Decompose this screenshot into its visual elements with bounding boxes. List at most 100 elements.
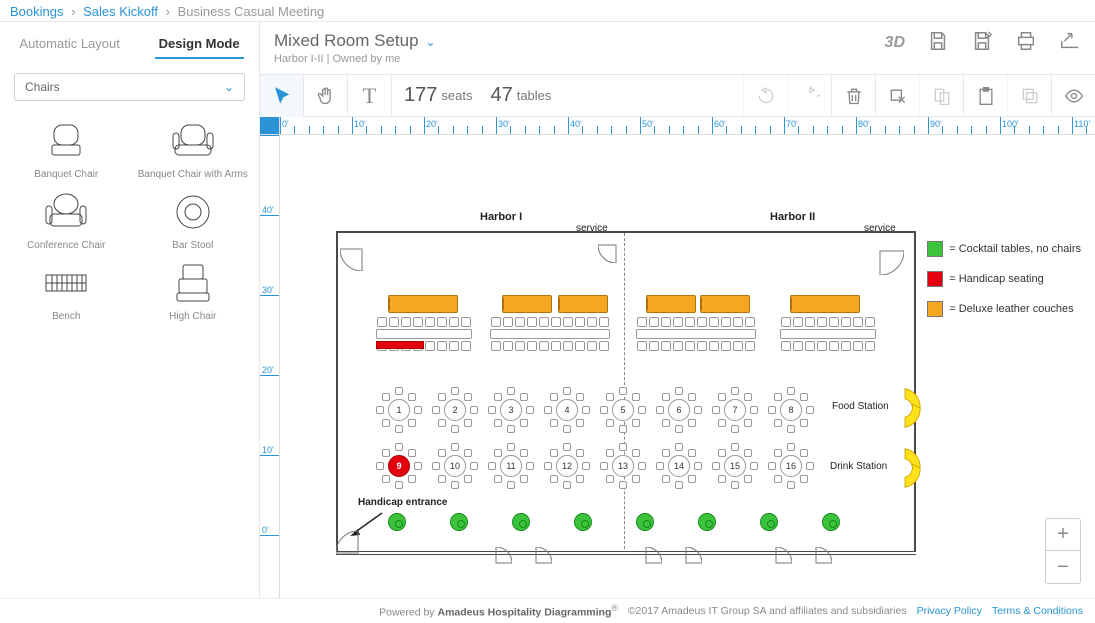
bench-row[interactable]: [780, 317, 876, 327]
table-number: 5: [612, 399, 634, 421]
door-icon: [760, 547, 792, 579]
breadcrumb-l1[interactable]: Sales Kickoff: [83, 4, 158, 19]
tool-duplicate[interactable]: [1007, 75, 1051, 117]
bench-row[interactable]: [780, 341, 876, 351]
table-number: 2: [444, 399, 466, 421]
palette-item-bench[interactable]: Bench: [6, 261, 127, 322]
palette-item-label: Conference Chair: [27, 240, 105, 251]
round-table[interactable]: 8: [770, 389, 812, 431]
palette-item-label: High Chair: [169, 311, 216, 322]
handicap-bench[interactable]: [376, 341, 424, 349]
tool-text[interactable]: T: [348, 75, 392, 117]
tool-pointer[interactable]: [260, 75, 304, 117]
horizontal-ruler: 0'10'20'30'40'50'60'70'80'90'100'110': [280, 117, 1095, 135]
table-number: 12: [556, 455, 578, 477]
bench-table[interactable]: [780, 329, 876, 339]
seats-count: 177: [404, 84, 437, 107]
round-table[interactable]: 14: [658, 445, 700, 487]
drink-station-label: Drink Station: [830, 461, 887, 472]
chevron-down-icon[interactable]: ⌄: [425, 35, 435, 49]
round-table[interactable]: 7: [714, 389, 756, 431]
round-table[interactable]: 6: [658, 389, 700, 431]
breadcrumb-sep: ›: [166, 4, 170, 19]
counts: 177 seats 47 tables: [392, 84, 743, 107]
tool-pan[interactable]: [304, 75, 348, 117]
tool-paste[interactable]: [963, 75, 1007, 117]
couch[interactable]: [558, 295, 608, 313]
round-table[interactable]: 2: [434, 389, 476, 431]
breadcrumb: Bookings › Sales Kickoff › Business Casu…: [0, 0, 1095, 22]
door-icon: [856, 227, 904, 275]
door-icon: [520, 547, 552, 579]
palette-item-label: Banquet Chair: [34, 169, 98, 180]
zoom-out-button[interactable]: −: [1046, 551, 1080, 583]
save-icon[interactable]: [927, 30, 949, 55]
round-table[interactable]: 9: [378, 445, 420, 487]
powered-by: Powered by Amadeus Hospitality Diagrammi…: [379, 603, 618, 619]
room-label-h2: Harbor II: [770, 211, 815, 223]
palette-item-bar-stool[interactable]: Bar Stool: [133, 190, 254, 251]
tab-auto-layout[interactable]: Automatic Layout: [15, 30, 123, 59]
legend-label: = Handicap seating: [949, 273, 1043, 285]
round-table[interactable]: 11: [490, 445, 532, 487]
round-table[interactable]: 4: [546, 389, 588, 431]
palette-item-banquet-chair[interactable]: Banquet Chair: [6, 119, 127, 180]
breadcrumb-root[interactable]: Bookings: [10, 4, 63, 19]
round-table[interactable]: 3: [490, 389, 532, 431]
couch[interactable]: [646, 295, 696, 313]
tool-undo[interactable]: [743, 75, 787, 117]
save-as-icon[interactable]: [971, 30, 993, 55]
table-number: 7: [724, 399, 746, 421]
round-table[interactable]: 10: [434, 445, 476, 487]
tab-design-mode[interactable]: Design Mode: [155, 30, 244, 59]
bench-table[interactable]: [490, 329, 610, 339]
tool-preview[interactable]: [1051, 75, 1095, 117]
food-station[interactable]: [888, 387, 922, 429]
bench-row[interactable]: [376, 317, 472, 327]
print-icon[interactable]: [1015, 30, 1037, 55]
privacy-link[interactable]: Privacy Policy: [917, 605, 982, 617]
tool-redo[interactable]: [787, 75, 831, 117]
bench-row[interactable]: [490, 341, 610, 351]
palette-item-label: Banquet Chair with Arms: [138, 169, 248, 180]
couch[interactable]: [388, 295, 458, 313]
share-icon[interactable]: [1059, 30, 1081, 55]
door-icon: [336, 531, 380, 575]
couch[interactable]: [700, 295, 750, 313]
round-table[interactable]: 16: [770, 445, 812, 487]
legend: = Cocktail tables, no chairs = Handicap …: [927, 241, 1081, 331]
zoom-in-button[interactable]: +: [1046, 519, 1080, 551]
round-table[interactable]: 5: [602, 389, 644, 431]
bench-row[interactable]: [636, 341, 756, 351]
bench-table[interactable]: [376, 329, 472, 339]
bench-table[interactable]: [636, 329, 756, 339]
category-dropdown[interactable]: Chairs ⌄: [14, 73, 245, 101]
couch[interactable]: [790, 295, 860, 313]
tool-copy[interactable]: [919, 75, 963, 117]
food-station-label: Food Station: [832, 401, 889, 412]
palette-item-label: Bar Stool: [172, 240, 213, 251]
3d-icon[interactable]: 3D: [885, 34, 905, 52]
table-number: 15: [724, 455, 746, 477]
palette-item-banquet-chair-with-arms[interactable]: Banquet Chair with Arms: [133, 119, 254, 180]
drink-station[interactable]: [888, 447, 922, 489]
round-table[interactable]: 1: [378, 389, 420, 431]
tool-delete[interactable]: [831, 75, 875, 117]
table-number: 11: [500, 455, 522, 477]
sidebar: Automatic Layout Design Mode Chairs ⌄ Ba…: [0, 22, 260, 598]
palette-item-conference-chair[interactable]: Conference Chair: [6, 190, 127, 251]
canvas[interactable]: Harbor I Harbor II service service 1 2 3…: [280, 135, 1095, 598]
room-subtitle-room: Harbor I-II: [274, 53, 324, 65]
tool-cut[interactable]: [875, 75, 919, 117]
terms-link[interactable]: Terms & Conditions: [992, 605, 1083, 617]
legend-item: = Cocktail tables, no chairs: [927, 241, 1081, 257]
couch[interactable]: [502, 295, 552, 313]
palette-item-high-chair[interactable]: High Chair: [133, 261, 254, 322]
bench-row[interactable]: [490, 317, 610, 327]
round-table[interactable]: 13: [602, 445, 644, 487]
room-title[interactable]: Mixed Room Setup: [274, 31, 419, 50]
round-table[interactable]: 15: [714, 445, 756, 487]
table-number: 16: [780, 455, 802, 477]
bench-row[interactable]: [636, 317, 756, 327]
round-table[interactable]: 12: [546, 445, 588, 487]
